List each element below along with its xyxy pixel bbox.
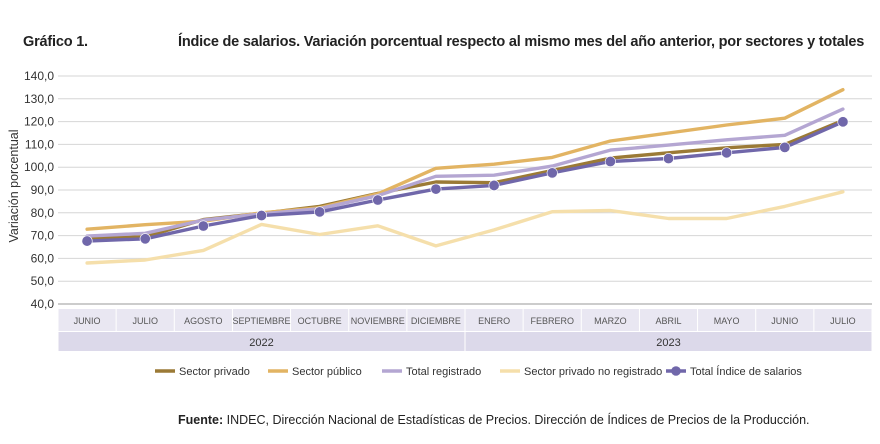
y-tick-label: 90,0 xyxy=(31,183,55,197)
chart-title: Índice de salarios. Variación porcentual… xyxy=(178,34,865,50)
data-point xyxy=(721,147,733,159)
series-lines xyxy=(81,87,849,265)
data-point xyxy=(662,153,674,165)
data-point xyxy=(197,220,209,232)
y-tick-label: 100,0 xyxy=(24,160,54,174)
x-month-cell xyxy=(407,309,465,331)
x-tick-label: DICIEMBRE xyxy=(411,316,461,326)
x-month-cell xyxy=(465,309,523,331)
x-tick-label: SEPTIEMBRE xyxy=(232,316,290,326)
source-text: INDEC, Dirección Nacional de Estadística… xyxy=(226,413,810,427)
x-tick-label: MAYO xyxy=(714,316,740,326)
x-year-label: 2022 xyxy=(249,337,273,349)
x-month-cell xyxy=(698,309,756,331)
x-tick-label: MARZO xyxy=(594,316,627,326)
y-tick-label: 110,0 xyxy=(25,137,54,151)
x-tick-label: JUNIO xyxy=(74,316,101,326)
x-month-cell xyxy=(291,309,349,331)
source-label: Fuente: xyxy=(178,413,224,427)
x-tick-label: AGOSTO xyxy=(184,316,222,326)
data-point xyxy=(430,183,442,195)
legend-label: Total Índice de salarios xyxy=(690,365,802,378)
data-point xyxy=(255,210,267,222)
data-point xyxy=(604,156,616,168)
x-axis-category-band: JUNIO JULIO AGOSTO SEPTIEMBRE OCTUBRE NOVIEMB… xyxy=(58,309,872,351)
x-tick-label: ABRIL xyxy=(655,316,681,326)
series-line xyxy=(85,107,845,238)
y-tick-label: 140,0 xyxy=(24,69,54,83)
legend-label: Sector privado no registrado xyxy=(524,366,662,378)
y-tick-label: 120,0 xyxy=(24,115,54,129)
y-tick-label: 60,0 xyxy=(31,251,55,265)
legend: Sector privado Sector público Total regist… xyxy=(155,365,802,378)
legend-label: Sector público xyxy=(292,366,362,378)
series-line xyxy=(85,190,845,265)
data-point xyxy=(139,233,151,245)
x-month-cell xyxy=(581,309,639,331)
series-line xyxy=(85,120,845,243)
legend-marker xyxy=(671,366,681,376)
data-point xyxy=(779,141,791,153)
y-tick-label: 70,0 xyxy=(31,229,55,243)
data-point xyxy=(837,116,849,128)
data-point xyxy=(372,194,384,206)
legend-label: Total registrado xyxy=(406,366,481,378)
y-tick-label: 40,0 xyxy=(31,297,55,311)
x-month-cell xyxy=(174,309,232,331)
y-tick-label: 50,0 xyxy=(31,274,55,288)
x-month-cell xyxy=(232,309,291,331)
x-month-cell xyxy=(58,309,116,331)
x-tick-label: JULIO xyxy=(830,316,856,326)
x-month-cell xyxy=(523,309,581,331)
x-month-cell xyxy=(756,309,814,331)
data-point xyxy=(81,235,93,247)
y-axis-title: Variación porcentual xyxy=(7,129,21,242)
y-tick-label: 80,0 xyxy=(31,206,55,220)
x-tick-label: FEBRERO xyxy=(530,316,574,326)
data-point xyxy=(488,179,500,191)
x-month-cell xyxy=(639,309,698,331)
x-year-label: 2023 xyxy=(656,337,680,349)
x-tick-label: ENERO xyxy=(478,316,510,326)
x-month-cell xyxy=(814,309,872,331)
x-tick-label: JUNIO xyxy=(771,316,798,326)
legend-label: Sector privado xyxy=(179,366,250,378)
x-month-cell xyxy=(116,309,174,331)
y-tick-label: 130,0 xyxy=(24,92,54,106)
x-year-cell xyxy=(465,332,872,351)
source-note: Fuente: INDEC, Dirección Nacional de Est… xyxy=(178,413,810,427)
x-tick-label: JULIO xyxy=(132,316,158,326)
x-year-cell xyxy=(58,332,465,351)
gridlines xyxy=(58,75,872,305)
series-line xyxy=(85,87,845,231)
y-axis: 40,0 50,0 60,0 70,0 80,0 90,0 100,0 110,0 120,0 1… xyxy=(7,69,54,311)
x-month-cell xyxy=(349,309,407,331)
x-tick-label: OCTUBRE xyxy=(298,316,342,326)
data-point xyxy=(546,167,558,179)
x-tick-label: NOVIEMBRE xyxy=(351,316,405,326)
figure-label: Gráfico 1. xyxy=(23,34,88,50)
data-point xyxy=(314,206,326,218)
